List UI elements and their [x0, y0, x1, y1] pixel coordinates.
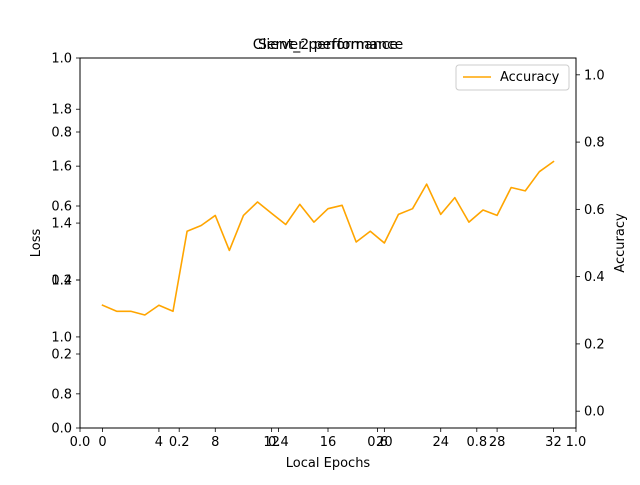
y-overlay-tick-label: 0.8 — [51, 126, 72, 141]
x-overlay-tick-label: 0.0 — [70, 435, 91, 450]
accuracy-line — [101, 160, 555, 316]
x-overlay-tick-label: 0.6 — [367, 435, 388, 450]
x-tick-label: 28 — [489, 435, 506, 450]
y-overlay-tick-label: 0.4 — [51, 274, 72, 289]
x-tick-label: 24 — [432, 435, 449, 450]
legend-box — [455, 64, 570, 91]
x-tick-label: 4 — [155, 435, 163, 450]
loss-tick-label: 1.8 — [51, 103, 72, 118]
x-tick-label: 12 — [263, 435, 280, 450]
y-overlay-tick-label: 0.6 — [51, 200, 72, 215]
accuracy-tick-label: 1.0 — [584, 68, 605, 83]
plot-area-frame — [79, 57, 577, 429]
x-tick-label: 20 — [376, 435, 393, 450]
y-overlay-tick-label: 0.2 — [51, 348, 72, 363]
x-tick-label: 8 — [211, 435, 219, 450]
legend: Accuracy — [455, 64, 570, 91]
loss-tick-label: 0.8 — [51, 387, 72, 402]
x-tick-label: 0 — [98, 435, 106, 450]
accuracy-tick-label: 0.2 — [584, 337, 605, 352]
x-overlay-tick-label: 0.2 — [169, 435, 190, 450]
loss-tick-label: 1.2 — [51, 274, 72, 289]
y-axis-label-accuracy: Accuracy — [613, 213, 628, 273]
loss-tick-label: 1.0 — [51, 330, 72, 345]
loss-tick-label: 1.4 — [51, 217, 72, 232]
x-tick-label: 16 — [320, 435, 337, 450]
x-overlay-tick-label: 0.4 — [268, 435, 289, 450]
legend-label: Accuracy — [500, 70, 560, 85]
accuracy-tick-label: 0.4 — [584, 270, 605, 285]
x-overlay-tick-label: 1.0 — [566, 435, 587, 450]
x-tick-label: 32 — [545, 435, 562, 450]
accuracy-tick-label: 0.0 — [584, 405, 605, 420]
accuracy-tick-label: 0.6 — [584, 203, 605, 218]
chart-title: Client_2 performance — [253, 37, 404, 53]
x-axis-label: Local Epochs — [286, 456, 371, 471]
accuracy-tick-label: 0.8 — [584, 136, 605, 151]
loss-tick-label: 1.6 — [51, 160, 72, 175]
y-overlay-tick-label: 1.0 — [51, 52, 72, 67]
y-overlay-tick-label: 0.0 — [51, 422, 72, 437]
chart-title-overlay: Server performance — [258, 37, 398, 53]
x-overlay-tick-label: 0.8 — [466, 435, 487, 450]
y-axis-label-loss: Loss — [29, 229, 44, 258]
